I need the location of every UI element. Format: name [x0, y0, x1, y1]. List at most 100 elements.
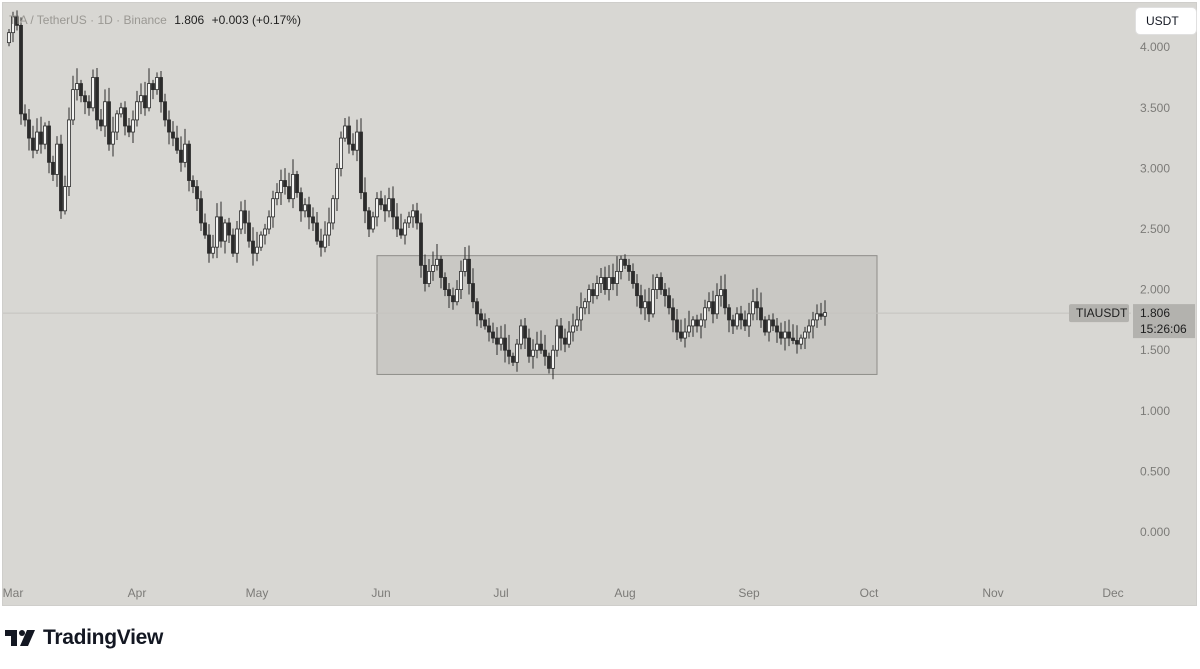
candle-body	[611, 277, 615, 284]
candle-body	[663, 289, 667, 297]
range-rectangle[interactable]	[376, 255, 878, 375]
candle	[671, 298, 675, 333]
candle-body	[19, 24, 23, 115]
candle-body	[175, 137, 179, 151]
price-tick-label: 3.000	[1140, 161, 1170, 175]
symbol-legend[interactable]: TIA / TetherUS · 1D · Binance 1.806 +0.0…	[9, 13, 301, 27]
candle-body	[135, 101, 139, 121]
candle-body	[47, 125, 51, 163]
candle-body	[343, 125, 347, 139]
candle-body	[559, 325, 563, 339]
candlestick-chart[interactable]: 4.000 3.500 3.000 2.500 2.000 1.500 1.000 0.500…	[3, 3, 1198, 607]
candle	[287, 172, 291, 203]
candle-body	[547, 355, 551, 369]
candle-body	[391, 198, 395, 218]
candle-body	[399, 228, 403, 236]
candle-body	[511, 355, 515, 363]
candle	[663, 283, 667, 307]
candle-body	[319, 240, 323, 248]
candle	[95, 68, 99, 130]
candle-body	[83, 95, 87, 103]
candle-body	[291, 174, 295, 200]
price-tick-label: 1.500	[1140, 343, 1170, 357]
candle	[139, 83, 143, 115]
candle	[335, 163, 339, 212]
candle-body	[383, 204, 387, 212]
price-tick-label: 3.500	[1140, 101, 1170, 115]
candle-body	[215, 216, 219, 248]
candle	[247, 210, 251, 248]
price-tag: TIAUSDT 1.806 15:26:06	[1069, 304, 1195, 339]
time-tick-label: Jun	[371, 586, 390, 600]
candle-body	[227, 222, 231, 236]
candle	[523, 317, 527, 349]
candle-body	[171, 131, 175, 139]
price-axis[interactable]: 4.000 3.500 3.000 2.500 2.000 1.500 1.000 0.500…	[1140, 40, 1170, 539]
candle	[587, 284, 591, 315]
candle	[719, 275, 723, 307]
candle-body	[615, 271, 619, 284]
candle-body	[331, 198, 335, 224]
candle-body	[115, 113, 119, 133]
candle-body	[431, 264, 435, 272]
candle-body	[375, 198, 379, 218]
candle-body	[223, 222, 227, 242]
candle	[207, 224, 211, 263]
candle-body	[631, 271, 635, 284]
candle	[23, 104, 27, 127]
candle-body	[243, 210, 247, 224]
chart-pane[interactable]: 4.000 3.500 3.000 2.500 2.000 1.500 1.000 0.500…	[2, 2, 1197, 606]
candle-body	[367, 210, 371, 230]
candle-body	[571, 325, 575, 333]
candle-body	[119, 107, 123, 115]
time-axis[interactable]: Mar Apr May Jun Jul Aug Sep Oct Nov Dec	[3, 586, 1124, 600]
candle-body	[7, 32, 11, 44]
candle-body	[51, 161, 55, 175]
candle-body	[159, 77, 163, 103]
candle	[655, 273, 659, 300]
candle-body	[451, 295, 455, 303]
candle-body	[387, 198, 391, 212]
price-tag-symbol: TIAUSDT	[1076, 306, 1128, 320]
candle-body	[495, 337, 499, 345]
candle	[767, 314, 771, 342]
footer: TradingView	[5, 624, 163, 652]
candle-body	[75, 83, 79, 91]
candle-body	[167, 119, 171, 133]
candle-body	[715, 295, 719, 315]
candle-body	[23, 113, 27, 121]
candle-body	[359, 131, 363, 194]
candle-body	[695, 319, 699, 327]
candle-body	[747, 313, 751, 327]
candle	[795, 325, 799, 354]
price-tag-countdown: 15:26:06	[1140, 322, 1187, 336]
candle-body	[779, 331, 783, 339]
candle-body	[751, 301, 755, 315]
candle	[127, 117, 131, 138]
candle	[291, 159, 295, 209]
candle	[807, 319, 811, 339]
candle	[555, 319, 559, 357]
candle	[59, 134, 63, 219]
candle	[191, 175, 195, 194]
price-tag-price: 1.806	[1140, 306, 1170, 320]
candle	[27, 109, 31, 151]
candle	[407, 211, 411, 229]
candle	[391, 186, 395, 230]
candle-body	[423, 264, 427, 284]
candle	[203, 213, 207, 239]
candle	[115, 110, 119, 141]
candle	[123, 101, 127, 136]
candle-body	[815, 313, 819, 321]
candle	[607, 265, 611, 301]
candle-body	[95, 77, 99, 121]
candle	[579, 292, 583, 331]
candle	[431, 251, 435, 281]
candle-body	[687, 325, 691, 333]
symbol-title: TIA / TetherUS · 1D · Binance	[9, 13, 167, 27]
candle-body	[735, 313, 739, 327]
candle	[7, 29, 11, 47]
candle-body	[651, 289, 655, 315]
candle-body	[743, 319, 747, 327]
currency-button[interactable]: USDT	[1136, 8, 1196, 34]
